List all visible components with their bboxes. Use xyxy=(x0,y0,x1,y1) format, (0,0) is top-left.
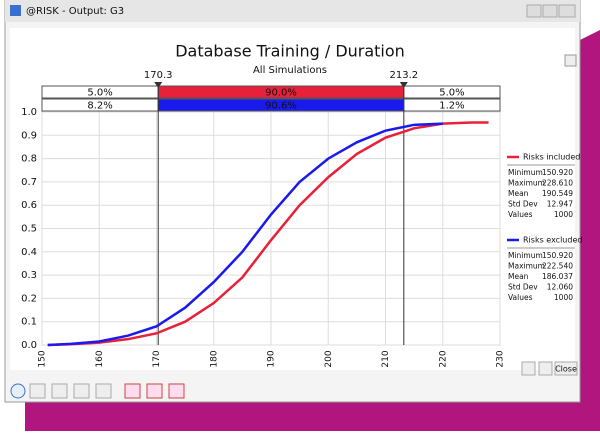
x-tick-label: 160 xyxy=(95,350,105,367)
stat-value: 1000 xyxy=(554,293,573,302)
delimiter-label: 170.3 xyxy=(144,70,173,81)
window-title: @RISK - Output: G3 xyxy=(26,6,124,17)
stat-label: Values xyxy=(508,293,533,302)
menu-button[interactable] xyxy=(564,54,577,67)
region-label: 5.0% xyxy=(87,88,112,99)
toolbar: Close xyxy=(10,361,578,399)
minimize-button[interactable] xyxy=(526,4,542,18)
stat-label: Mean xyxy=(508,272,529,281)
stat-label: Maximum xyxy=(508,179,545,188)
delimiter-handle xyxy=(399,82,408,88)
chart-title: Database Training / Duration xyxy=(175,42,405,61)
stat-value: 12.947 xyxy=(547,200,573,209)
region-label: 8.2% xyxy=(87,101,112,112)
tool-button[interactable] xyxy=(124,383,141,399)
series-line xyxy=(47,122,443,347)
region-label: 90.6% xyxy=(265,101,297,112)
legend-label: Risks excluded xyxy=(523,236,582,245)
stat-value: 150.920 xyxy=(542,168,573,177)
y-tick-label: 0.0 xyxy=(21,340,37,351)
y-tick-label: 0.4 xyxy=(21,247,37,258)
title-bar xyxy=(5,0,580,22)
tool-button[interactable] xyxy=(73,383,90,399)
series-line xyxy=(47,121,489,347)
y-tick-label: 0.9 xyxy=(21,130,37,141)
region-label: 5.0% xyxy=(439,88,464,99)
x-tick-label: 190 xyxy=(267,350,277,367)
x-tick-label: 210 xyxy=(381,350,391,367)
chart-subtitle: All Simulations xyxy=(253,65,327,76)
region-label: 1.2% xyxy=(439,101,464,112)
x-tick-label: 220 xyxy=(438,350,448,367)
y-tick-label: 0.1 xyxy=(21,317,37,328)
region-label: 90.0% xyxy=(265,88,297,99)
y-tick-label: 1.0 xyxy=(21,107,37,118)
stat-label: Values xyxy=(508,210,533,219)
x-tick-label: 150 xyxy=(38,350,48,367)
y-tick-label: 0.6 xyxy=(21,200,37,211)
close-window-button[interactable] xyxy=(558,4,576,18)
stat-label: Minimum xyxy=(508,168,543,177)
tool-button[interactable] xyxy=(95,383,112,399)
tool-button[interactable] xyxy=(538,361,553,376)
stat-value: 190.549 xyxy=(542,189,573,198)
stat-value: 1000 xyxy=(554,210,573,219)
window-controls[interactable] xyxy=(526,4,576,18)
help-button[interactable] xyxy=(10,383,26,399)
stat-value: 228.610 xyxy=(542,179,573,188)
close-button[interactable] xyxy=(554,361,578,376)
delimiter-label: 213.2 xyxy=(389,70,418,81)
stat-label: Minimum xyxy=(508,251,543,260)
y-tick-label: 0.5 xyxy=(21,224,37,235)
y-tick-label: 0.8 xyxy=(21,154,37,165)
x-tick-label: 200 xyxy=(324,350,334,367)
delimiter-handle xyxy=(154,82,163,88)
x-tick-label: 170 xyxy=(152,350,162,367)
app-icon xyxy=(10,5,21,16)
tool-button[interactable] xyxy=(29,383,46,399)
y-tick-label: 0.2 xyxy=(21,293,37,304)
stat-label: Mean xyxy=(508,189,529,198)
x-tick-label: 180 xyxy=(209,350,219,367)
stat-label: Maximum xyxy=(508,262,545,271)
stat-value: 150.920 xyxy=(542,251,573,260)
y-tick-label: 0.3 xyxy=(21,270,37,281)
stat-value: 186.037 xyxy=(542,272,573,281)
tool-button[interactable] xyxy=(168,383,185,399)
stat-label: Std Dev xyxy=(508,283,538,292)
x-tick-label: 230 xyxy=(496,350,506,367)
close-label: Close xyxy=(555,365,577,374)
y-tick-label: 0.7 xyxy=(21,177,37,188)
stat-value: 222.540 xyxy=(542,262,573,271)
stat-value: 12.060 xyxy=(547,283,573,292)
tool-button[interactable] xyxy=(51,383,68,399)
legend-label: Risks included xyxy=(523,153,580,162)
stat-label: Std Dev xyxy=(508,200,538,209)
tool-button[interactable] xyxy=(521,361,536,376)
tool-button[interactable] xyxy=(146,383,163,399)
maximize-button[interactable] xyxy=(542,4,558,18)
